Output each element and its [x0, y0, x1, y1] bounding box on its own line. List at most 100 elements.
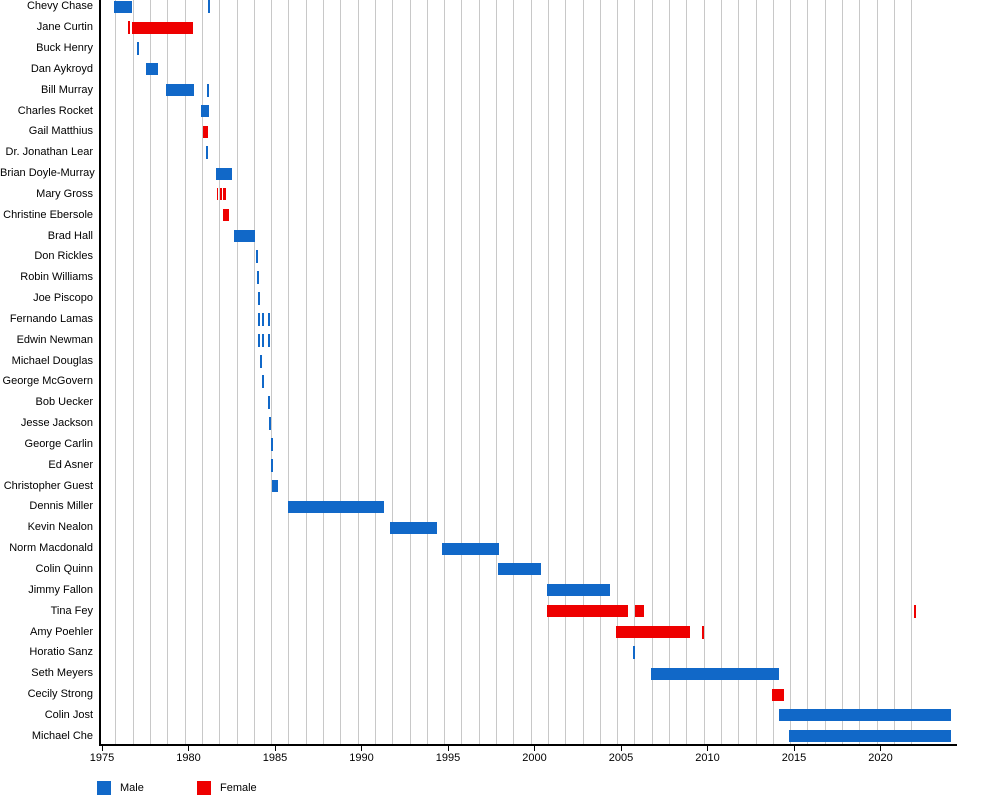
x-axis-line	[99, 744, 957, 746]
timeline-event-mark	[261, 333, 264, 347]
year-gridline	[219, 0, 221, 745]
timeline-bar	[771, 688, 785, 701]
row-label: Michael Douglas	[11, 354, 93, 367]
row-label: Kevin Nealon	[27, 521, 93, 534]
year-gridline	[271, 0, 273, 745]
row-label: Tina Fey	[50, 604, 93, 617]
year-gridline	[634, 0, 636, 745]
year-gridline	[582, 0, 584, 745]
row-label: George Carlin	[24, 437, 93, 450]
timeline-bar	[114, 0, 133, 13]
year-gridline	[357, 0, 359, 745]
timeline-event-mark	[205, 146, 208, 160]
timeline-event-mark	[206, 83, 209, 97]
x-axis-tick	[880, 746, 881, 751]
year-gridline	[686, 0, 688, 745]
timeline-bar	[146, 63, 159, 76]
timeline-bar	[546, 584, 610, 597]
timeline-event-mark	[260, 354, 263, 368]
timeline-bar	[287, 500, 384, 513]
timeline-event-mark	[258, 312, 261, 326]
x-axis-tick-label: 2015	[781, 752, 807, 764]
timeline-bar	[166, 84, 194, 97]
legend-item-female: Female	[197, 781, 257, 795]
year-gridline	[530, 0, 532, 745]
year-gridline	[461, 0, 463, 745]
year-gridline	[392, 0, 394, 745]
timeline-event-mark	[255, 250, 258, 264]
year-gridline	[547, 0, 549, 745]
year-gridline	[755, 0, 757, 745]
year-gridline	[288, 0, 290, 745]
timeline-event-mark	[261, 375, 264, 389]
row-label: Michael Che	[31, 729, 93, 742]
x-axis-tick	[188, 746, 189, 751]
row-label: Robin Williams	[20, 271, 93, 284]
x-axis-tick-label: 1990	[349, 752, 374, 764]
row-label: Christopher Guest	[3, 479, 93, 492]
year-gridline	[842, 0, 844, 745]
timeline-event-mark	[269, 417, 272, 431]
year-gridline	[513, 0, 515, 745]
year-gridline	[167, 0, 169, 745]
row-label: Jimmy Fallon	[28, 583, 93, 596]
x-axis-tick-label: 2005	[608, 752, 634, 764]
timeline-event-mark	[258, 333, 261, 347]
year-gridline	[911, 0, 913, 745]
row-label: Dennis Miller	[29, 500, 93, 513]
x-axis-tick	[274, 746, 276, 751]
x-axis-tick-label: 1995	[435, 752, 461, 764]
timeline-event-mark	[632, 646, 635, 660]
row-label: Ed Asner	[48, 458, 93, 471]
row-label: Dr. Jonathan Lear	[5, 146, 93, 159]
row-label: Brian Doyle-Murray	[0, 167, 95, 180]
x-axis-tick	[101, 746, 103, 751]
row-label: Fernando Lamas	[9, 312, 93, 325]
y-axis-line	[99, 0, 101, 746]
row-label: George McGovern	[2, 375, 93, 388]
year-gridline	[409, 0, 411, 745]
row-label: Colin Jost	[44, 708, 93, 721]
year-gridline	[565, 0, 567, 745]
year-gridline	[201, 0, 203, 745]
row-label: Amy Poehler	[30, 625, 93, 638]
x-axis-tick-label: 2010	[695, 752, 720, 764]
row-label: Cecily Strong	[27, 688, 93, 701]
male-color-swatch	[97, 781, 111, 795]
year-gridline	[876, 0, 878, 745]
row-label: Jesse Jackson	[20, 417, 93, 430]
year-gridline	[444, 0, 446, 745]
x-axis-tick	[707, 746, 708, 751]
timeline-event-mark	[257, 292, 260, 306]
year-gridline	[617, 0, 619, 745]
timeline-bar	[651, 667, 780, 680]
timeline-bar	[615, 626, 691, 638]
row-label: Seth Meyers	[31, 667, 93, 680]
x-axis-tick-label: 1985	[262, 752, 288, 764]
year-gridline	[305, 0, 307, 745]
timeline-bar	[390, 521, 437, 534]
timeline-event-mark	[702, 625, 705, 639]
timeline-event-mark	[270, 458, 273, 472]
x-axis-tick-label: 2020	[868, 752, 893, 764]
timeline-event-mark	[137, 41, 140, 55]
year-gridline	[824, 0, 826, 745]
year-gridline	[790, 0, 792, 745]
timeline-bar	[132, 21, 193, 34]
year-gridline	[738, 0, 740, 745]
timeline-bar	[498, 563, 542, 576]
timeline-bar	[203, 125, 209, 138]
row-label: Norm Macdonald	[9, 542, 93, 555]
timeline-event-mark	[267, 312, 270, 326]
year-gridline	[374, 0, 376, 745]
row-label: Dan Aykroyd	[30, 62, 93, 75]
year-gridline	[669, 0, 671, 745]
year-gridline	[236, 0, 238, 745]
row-label: Chevy Chase	[26, 0, 93, 13]
timeline-event-mark	[256, 271, 259, 285]
row-label: Charles Rocket	[17, 104, 93, 117]
timeline-event-mark	[914, 604, 917, 618]
legend-label-male: Male	[120, 782, 144, 794]
row-label: Edwin Newman	[16, 333, 93, 346]
